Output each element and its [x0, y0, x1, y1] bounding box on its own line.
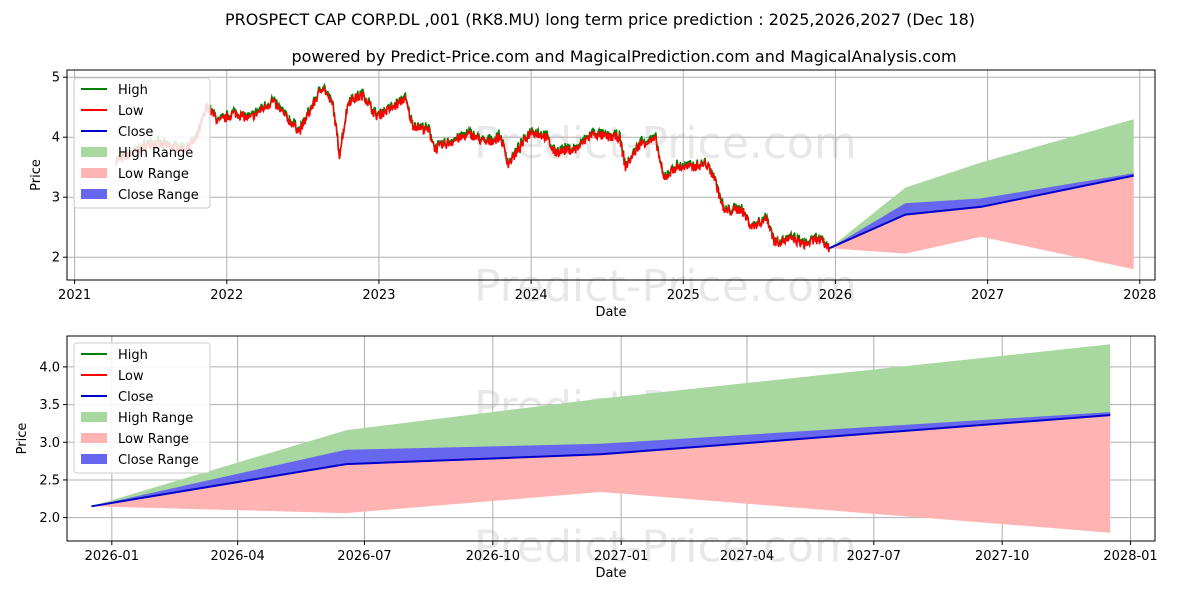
legend-box [73, 342, 211, 474]
bottom-panel-forecast: Predict-Price.comPredict-Price.com2026-0… [15, 335, 1158, 581]
x-tick-label: 2027-01 [594, 549, 648, 564]
axes-frame [66, 335, 1156, 542]
legend-box [73, 77, 211, 209]
legend-swatch-low-range [81, 168, 107, 178]
x-axis-label: Date [595, 305, 626, 320]
x-tick-label: 2024 [515, 288, 548, 303]
legend-label-close: Close [118, 125, 153, 140]
x-tick-label: 2027 [971, 288, 1004, 303]
low-price-line [114, 84, 831, 253]
x-tick-label: 2026-01 [85, 549, 139, 564]
y-tick-label: 2 [52, 251, 60, 266]
legend-label-high-range: High Range [118, 146, 193, 161]
x-tick-label: 2022 [210, 288, 243, 303]
low-range-band [91, 415, 1111, 533]
legend-swatch-close-range [81, 454, 107, 464]
high-range-band [829, 119, 1134, 249]
y-axis-label: Price [29, 159, 44, 191]
y-tick-label: 2.0 [39, 511, 60, 526]
legend-swatch-low-range [81, 433, 107, 443]
low-range-band [829, 175, 1134, 270]
x-tick-label: 2025 [667, 288, 700, 303]
y-tick-label: 3.5 [39, 398, 60, 413]
x-tick-label: 2026-04 [210, 549, 264, 564]
y-axis-label: Price [15, 423, 30, 455]
x-tick-label: 2027-10 [975, 549, 1029, 564]
y-tick-label: 2.5 [39, 473, 60, 488]
legend-label-high: High [118, 83, 148, 98]
legend-label-close-range: Close Range [118, 188, 199, 203]
legend-label-low-range: Low Range [118, 167, 189, 182]
legend-label-low: Low [118, 104, 144, 119]
close-forecast-line [91, 414, 1111, 508]
x-tick-label: 2023 [362, 288, 395, 303]
x-tick-label: 2021 [58, 288, 91, 303]
chart-subtitle: powered by Predict-Price.com and Magical… [291, 47, 956, 66]
close-range-band [829, 173, 1134, 249]
x-tick-label: 2027-04 [720, 549, 774, 564]
top-panel-long-term: Predict-Price.com Predict-Price.com 2021 20… [29, 69, 1156, 320]
axes-frame [66, 69, 1156, 281]
watermark-text: Predict-Price.com [474, 522, 857, 573]
x-tick-label: 2028-01 [1103, 549, 1157, 564]
high-range-band [91, 344, 1111, 507]
watermark-text: Predict-Price.com [474, 118, 857, 169]
y-tick-label: 5 [52, 71, 60, 86]
legend-label-close: Close [118, 390, 153, 405]
y-tick-label: 4.0 [39, 360, 60, 375]
legend-label-close-range: Close Range [118, 453, 199, 468]
chart-title: PROSPECT CAP CORP.DL ,001 (RK8.MU) long … [225, 10, 975, 29]
x-tick-label: 2026-07 [337, 549, 391, 564]
x-axis-label: Date [595, 566, 626, 581]
y-tick-label: 4 [52, 131, 60, 146]
watermark-text: Predict-Price.com [474, 261, 857, 312]
legend-swatch-high-range [81, 412, 107, 422]
x-tick-label: 2027-07 [847, 549, 901, 564]
legend-swatch-high-range [81, 147, 107, 157]
close-forecast-line [828, 174, 1134, 250]
x-tick-label: 2028 [1123, 288, 1156, 303]
y-tick-label: 3.0 [39, 436, 60, 451]
legend-swatch-close-range [81, 189, 107, 199]
legend-label-high: High [118, 348, 148, 363]
legend-label-low: Low [118, 369, 144, 384]
x-tick-label: 2026-10 [466, 549, 520, 564]
legend-label-low-range: Low Range [118, 432, 189, 447]
x-tick-label: 2026 [819, 288, 852, 303]
legend-label-high-range: High Range [118, 411, 193, 426]
y-tick-label: 3 [52, 191, 60, 206]
close-range-band [91, 412, 1111, 507]
